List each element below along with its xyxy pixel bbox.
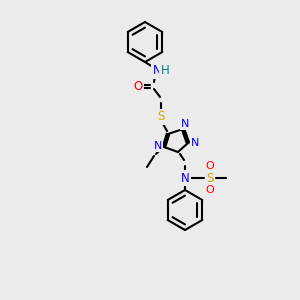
Text: O: O [134,80,142,92]
Text: O: O [206,161,214,171]
Text: N: N [181,119,189,129]
Text: O: O [206,185,214,195]
Text: N: N [153,64,161,77]
Text: H: H [160,64,169,77]
Text: N: N [154,141,162,151]
Text: S: S [206,172,214,184]
Text: N: N [181,172,189,184]
Text: S: S [157,110,165,124]
Text: N: N [191,138,199,148]
